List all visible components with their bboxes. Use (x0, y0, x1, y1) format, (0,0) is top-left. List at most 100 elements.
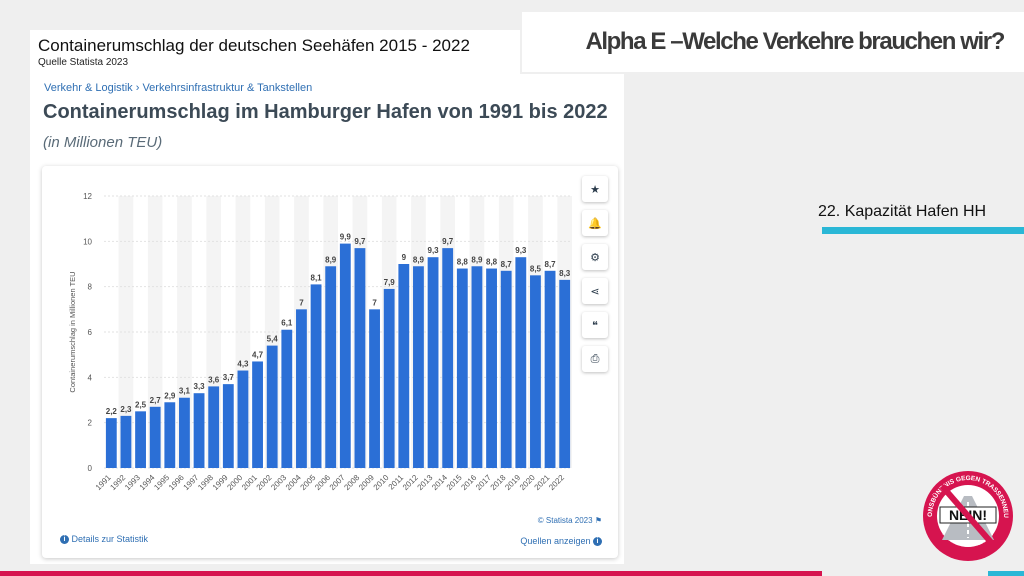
bar-2013 (427, 257, 439, 468)
gear-button[interactable]: ⚙ (582, 244, 608, 270)
bar-2001 (252, 361, 263, 468)
slide-source: Quelle Statista 2023 (38, 57, 129, 68)
x-tick-label: 1996 (167, 473, 186, 492)
x-tick-label: 1997 (182, 473, 201, 492)
quote-button[interactable]: ❝ (582, 312, 608, 338)
bar-2022 (559, 279, 571, 468)
bell-button[interactable]: 🔔 (582, 210, 608, 236)
x-tick-label: 2003 (269, 473, 288, 492)
bar-2020 (530, 275, 541, 468)
value-label: 8,9 (413, 255, 425, 264)
bar-2000 (237, 370, 249, 468)
x-tick-label: 2019 (503, 473, 522, 492)
print-button[interactable]: ⎙ (582, 346, 608, 372)
bar-2017 (486, 268, 497, 468)
footer-bar-cyan (988, 571, 1024, 576)
bar-2011 (398, 264, 410, 468)
value-label: 8,9 (471, 255, 483, 264)
column-stripe (147, 196, 163, 468)
value-label: 9,3 (515, 246, 527, 255)
bar-1993 (135, 411, 146, 468)
slide-topic-title: Alpha E –Welche Verkehre brauchen wir? (585, 28, 1005, 55)
value-label: 8,7 (501, 260, 513, 269)
bar-2004 (296, 309, 307, 468)
bar-2008 (354, 248, 366, 468)
bar-1997 (193, 393, 205, 468)
sources-link[interactable]: Quellen anzeigen i (520, 536, 602, 547)
y-tick-label: 4 (88, 373, 93, 382)
value-label: 9,7 (354, 237, 366, 246)
x-tick-label: 1991 (94, 473, 113, 492)
value-label: 9 (402, 253, 407, 262)
value-label: 9,7 (442, 237, 454, 246)
value-label: 2,9 (164, 391, 176, 400)
y-tick-label: 8 (88, 283, 93, 292)
x-tick-label: 2002 (255, 473, 274, 492)
y-tick-label: 6 (88, 328, 93, 337)
value-label: 8,9 (325, 255, 337, 264)
x-tick-label: 2021 (533, 473, 552, 492)
quote-icon: ❝ (592, 319, 598, 332)
statista-panel: Verkehr & Logistik › Verkehrsinfrastrukt… (30, 74, 624, 564)
copyright-link[interactable]: © Statista 2023 ⚑ (537, 516, 602, 525)
star-button[interactable]: ★ (582, 176, 608, 202)
nein-logo: AKTIONSBÜNDNIS GEGEN TRASSENNEUBAU AUSBA… (920, 462, 1013, 561)
value-label: 3,6 (208, 375, 220, 384)
x-tick-label: 2014 (430, 473, 449, 492)
breadcrumb-link-1[interactable]: Verkehr & Logistik (44, 82, 133, 94)
x-tick-label: 2007 (328, 473, 347, 492)
value-label: 8,1 (311, 273, 323, 282)
bar-chart: 0 2 4 6 8 10 12 Containerumschlag in Millionen … (68, 192, 572, 492)
y-axis-label: Containerumschlag in Millionen TEU (68, 271, 77, 392)
bar-1991 (105, 418, 117, 468)
value-label: 7,9 (384, 278, 396, 287)
value-label: 8,3 (559, 269, 571, 278)
x-tick-label: 2008 (342, 473, 361, 492)
value-label: 2,7 (150, 396, 162, 405)
bar-2021 (544, 270, 556, 468)
chart-subtitle: (in Millionen TEU) (43, 134, 163, 151)
footer-bar-red (0, 571, 822, 576)
info-icon: i (593, 537, 602, 547)
details-link[interactable]: i Details zur Statistik (60, 534, 148, 545)
bar-1995 (164, 402, 176, 468)
share-button[interactable]: ⋖ (582, 278, 608, 304)
bar-2012 (413, 266, 424, 468)
y-tick-label: 2 (88, 419, 93, 428)
section-underline (822, 227, 1024, 234)
x-tick-label: 2004 (284, 473, 303, 492)
gear-icon: ⚙ (590, 251, 600, 264)
x-tick-label: 2020 (518, 473, 537, 492)
x-tick-label: 2006 (313, 473, 332, 492)
x-tick-label: 1999 (211, 473, 230, 492)
bar-1994 (149, 406, 161, 468)
value-label: 2,3 (120, 405, 132, 414)
bar-2009 (369, 309, 380, 468)
bar-2002 (266, 345, 278, 468)
bar-1992 (120, 415, 132, 468)
value-label: 4,7 (252, 350, 264, 359)
print-icon: ⎙ (590, 352, 600, 365)
bar-2006 (325, 266, 337, 468)
slide-header: Containerumschlag der deutschen Seehäfen… (30, 30, 520, 74)
value-label: 5,4 (267, 335, 279, 344)
value-label: 3,1 (179, 387, 191, 396)
slide-title: Containerumschlag der deutschen Seehäfen… (38, 36, 470, 55)
bar-2007 (339, 243, 351, 468)
chart-title: Containerumschlag im Hamburger Hafen von… (43, 101, 608, 123)
value-label: 3,3 (194, 382, 206, 391)
x-tick-label: 2010 (372, 473, 391, 492)
bell-icon: 🔔 (588, 217, 602, 230)
breadcrumb-link-2[interactable]: Verkehrsinfrastruktur & Tankstellen (142, 82, 313, 94)
x-tick-label: 2012 (401, 473, 420, 492)
value-label: 6,1 (281, 319, 293, 328)
bar-2010 (383, 288, 395, 468)
value-label: 8,8 (486, 258, 498, 267)
star-icon: ★ (590, 183, 600, 196)
x-tick-label: 2022 (547, 473, 566, 492)
value-label: 7 (372, 298, 377, 307)
bar-1998 (208, 386, 220, 468)
bar-1999 (222, 384, 234, 468)
bar-2019 (515, 257, 527, 468)
x-tick-label: 1993 (123, 473, 142, 492)
